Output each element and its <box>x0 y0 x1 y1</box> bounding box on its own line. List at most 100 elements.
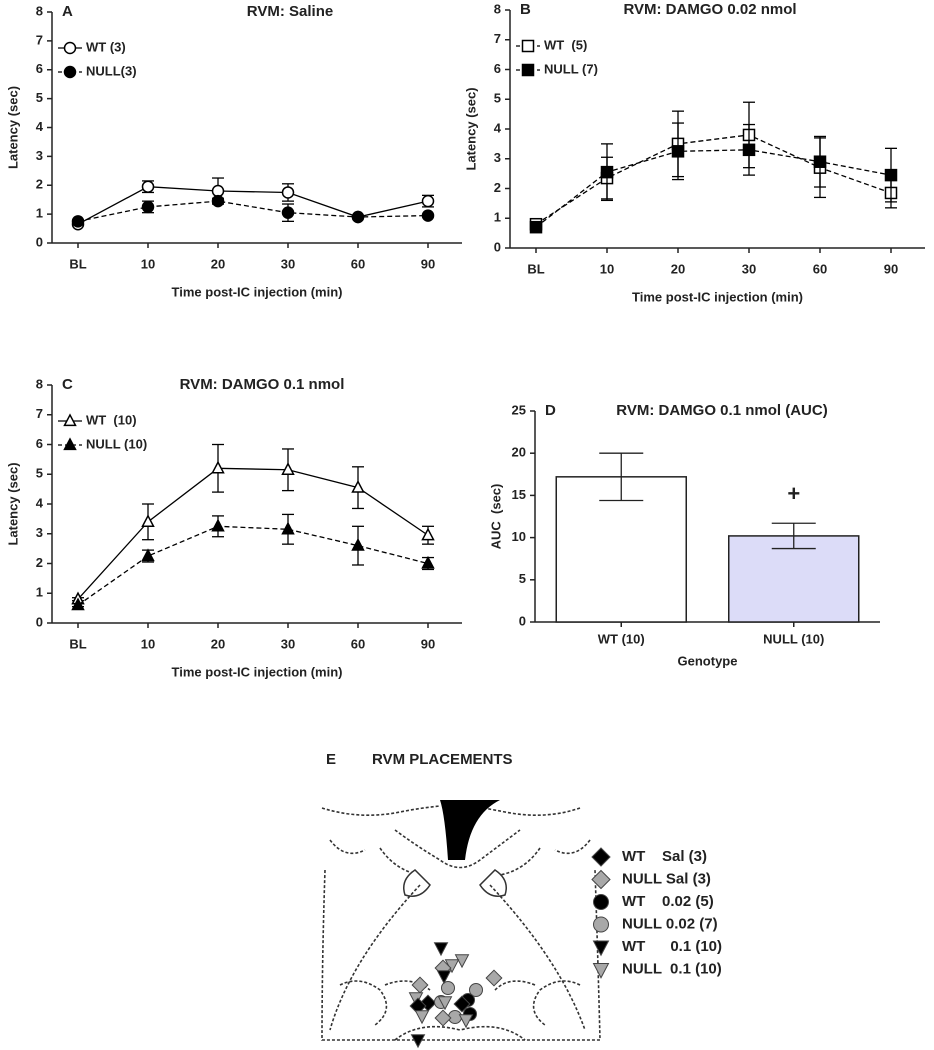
y-axis-label: Latency (sec) <box>463 87 478 170</box>
legend-marker <box>592 963 610 979</box>
data-point <box>281 521 295 535</box>
data-point <box>421 555 435 569</box>
x-tick-label: 90 <box>884 261 898 276</box>
x-tick-label: 30 <box>281 636 295 651</box>
x-axis-label: Time post-IC injection (min) <box>632 289 803 304</box>
placement-symbol <box>433 942 449 957</box>
y-axis-label: Latency (sec) <box>5 462 20 545</box>
placement-symbol <box>485 969 503 987</box>
placement-symbol <box>434 1009 452 1027</box>
x-tick-label: 60 <box>351 636 365 651</box>
y-tick-label: 8 <box>494 1 501 16</box>
x-tick-label: BL <box>69 256 86 271</box>
y-tick-label: 2 <box>494 180 501 195</box>
placement-symbol <box>454 954 470 969</box>
data-point <box>281 206 295 219</box>
placement-symbol <box>436 970 452 985</box>
x-tick-label: 30 <box>281 256 295 271</box>
y-tick-label: 0 <box>36 234 43 249</box>
y-tick-label: 6 <box>36 61 43 76</box>
data-point <box>351 210 365 224</box>
y-tick-label: 15 <box>512 487 526 502</box>
y-tick-label: 5 <box>36 90 43 105</box>
chart-title: RVM: Saline <box>247 3 333 20</box>
y-tick-label: 7 <box>36 32 43 47</box>
legend-label: WT 0.02 (5) <box>622 893 714 910</box>
x-tick-label: 10 <box>141 256 155 271</box>
bar <box>728 535 860 623</box>
panel-label: B <box>520 1 531 18</box>
x-tick-label: 20 <box>211 636 225 651</box>
data-point <box>211 518 225 532</box>
legend-marker <box>592 940 610 957</box>
data-point <box>421 209 435 222</box>
annotation: + <box>787 481 800 506</box>
data-point <box>141 548 155 562</box>
legend-marker <box>63 437 77 451</box>
placement-symbol <box>411 976 429 994</box>
legend-marker <box>591 847 611 867</box>
y-tick-label: 4 <box>36 495 44 510</box>
y-tick-label: 3 <box>36 148 43 163</box>
x-tick-label: 90 <box>421 636 435 651</box>
data-point <box>813 155 827 168</box>
y-tick-label: 0 <box>36 614 43 629</box>
panel-label: A <box>62 3 73 20</box>
x-tick-label: BL <box>69 636 86 651</box>
data-point <box>600 165 614 179</box>
data-point <box>141 200 155 214</box>
y-tick-label: 1 <box>494 210 501 225</box>
series-line <box>77 200 429 222</box>
legend-label: NULL Sal (3) <box>622 870 711 887</box>
legend-marker <box>591 869 611 890</box>
series-line <box>77 186 429 225</box>
series-line <box>77 467 429 600</box>
placement-symbol <box>453 995 471 1013</box>
y-tick-label: 1 <box>36 206 43 221</box>
x-tick-label: 20 <box>671 261 685 276</box>
y-axis-label: AUC (sec) <box>488 484 503 550</box>
legend-label: NULL (10) <box>86 436 147 451</box>
panel-label: E <box>326 751 336 768</box>
y-tick-label: 4 <box>494 120 502 135</box>
data-point <box>281 462 295 475</box>
y-tick-label: 5 <box>36 466 43 481</box>
data-point <box>529 220 543 234</box>
placement-symbol <box>469 983 483 997</box>
y-axis-label: Latency (sec) <box>5 86 20 169</box>
y-tick-label: 5 <box>519 571 526 586</box>
placement-symbol <box>437 996 453 1011</box>
y-tick-label: 3 <box>36 525 43 540</box>
data-point <box>141 180 155 193</box>
data-point <box>141 514 155 527</box>
x-axis-label: Time post-IC injection (min) <box>172 284 343 299</box>
x-tick-label: 60 <box>351 256 365 271</box>
x-tick-label: 60 <box>813 261 827 276</box>
data-point <box>671 145 685 158</box>
y-tick-label: 3 <box>494 150 501 165</box>
legend-label: NULL 0.1 (10) <box>622 960 722 977</box>
legend-label: WT Sal (3) <box>622 848 707 865</box>
x-axis-label: Time post-IC injection (min) <box>172 664 343 679</box>
y-tick-label: 7 <box>494 31 501 46</box>
y-tick-label: 6 <box>494 61 501 76</box>
legend-marker <box>521 39 535 53</box>
y-tick-label: 20 <box>512 445 526 460</box>
y-tick-label: 2 <box>36 177 43 192</box>
panel-label: C <box>62 376 73 393</box>
x-axis-label: Genotype <box>678 653 738 668</box>
legend-marker <box>593 894 609 910</box>
legend-label: WT (10) <box>86 412 137 427</box>
legend-marker <box>521 63 535 77</box>
y-tick-label: 8 <box>36 3 43 18</box>
y-tick-label: 5 <box>494 91 501 106</box>
legend-marker <box>63 41 77 55</box>
placement-symbol <box>458 1014 474 1029</box>
legend-marker <box>63 65 77 79</box>
y-tick-label: 1 <box>36 585 43 600</box>
data-point <box>281 186 295 199</box>
panel-label: D <box>545 402 556 419</box>
x-tick-label: WT (10) <box>598 631 645 646</box>
